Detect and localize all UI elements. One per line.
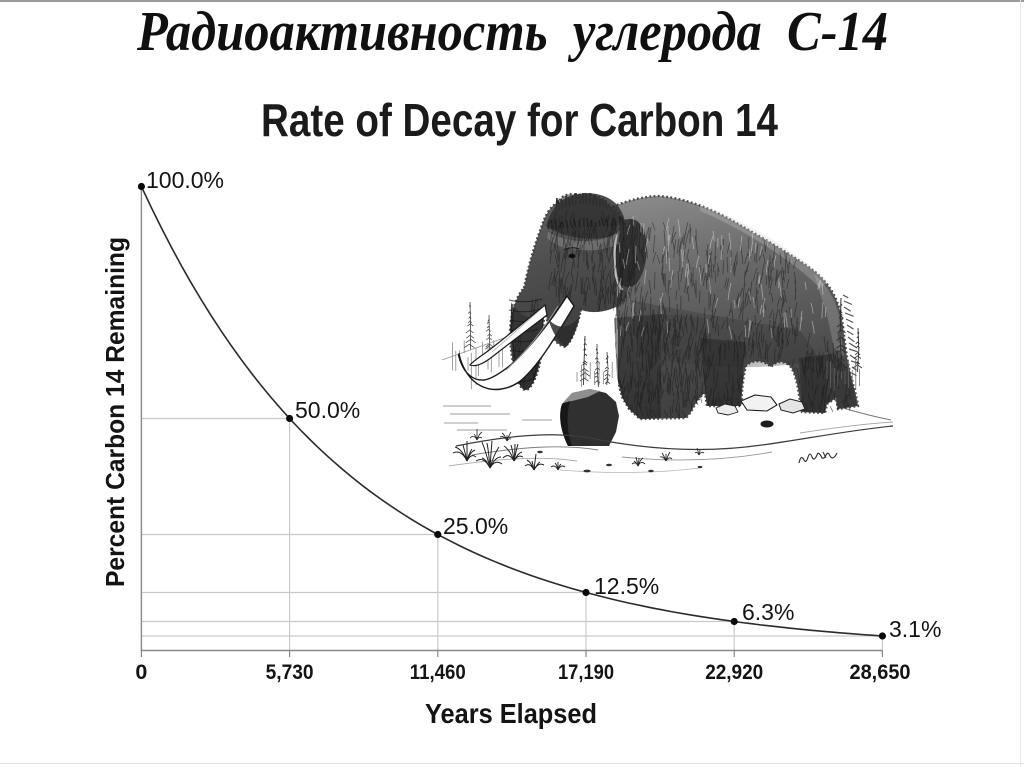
svg-text:Rate of Decay for Carbon 14: Rate of Decay for Carbon 14 [261,94,778,146]
svg-text:17,190: 17,190 [558,660,614,684]
svg-text:11,460: 11,460 [410,660,466,684]
svg-text:Радиоактивность углерода С-1: Радиоактивность углерода С-14 [136,1,888,63]
svg-text:100.0%: 100.0% [146,167,224,193]
svg-text:22,920: 22,920 [705,660,763,684]
svg-text:0: 0 [135,660,147,684]
svg-text:25.0%: 25.0% [443,513,508,539]
svg-text:3.1%: 3.1% [889,616,941,642]
svg-text:5,730: 5,730 [266,660,314,684]
svg-text:Years Elapsed: Years Elapsed [425,698,597,729]
svg-text:50.0%: 50.0% [295,397,360,423]
svg-text:Percent Carbon 14 Remaining: Percent Carbon 14 Remaining [100,237,130,587]
svg-text:6.3%: 6.3% [742,599,794,625]
svg-text:28,650: 28,650 [850,660,911,684]
svg-text:12.5%: 12.5% [594,573,659,599]
